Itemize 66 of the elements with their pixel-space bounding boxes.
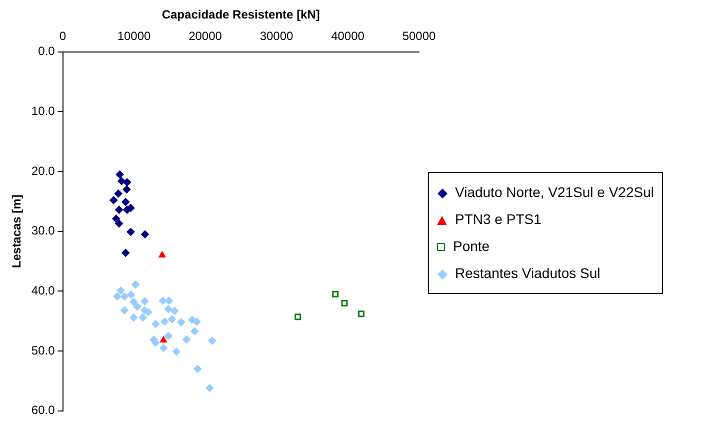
x-tick-label: 10000 bbox=[117, 28, 152, 43]
point bbox=[158, 296, 167, 305]
x-axis-title: Capacidade Resistente [kN] bbox=[162, 8, 320, 22]
y-tick-label: 20.0 bbox=[31, 164, 56, 178]
point bbox=[140, 297, 149, 306]
y-tick-label: 60.0 bbox=[31, 403, 56, 418]
point bbox=[177, 318, 186, 326]
point bbox=[164, 332, 172, 340]
point bbox=[140, 230, 149, 238]
point bbox=[341, 300, 348, 306]
point bbox=[208, 336, 216, 345]
y-axis-title: Lestacas [m] bbox=[10, 194, 24, 268]
point bbox=[126, 228, 135, 236]
y-tick-label: 30.0 bbox=[31, 224, 56, 238]
point bbox=[158, 251, 166, 258]
point bbox=[123, 178, 132, 186]
point bbox=[358, 310, 364, 318]
point bbox=[118, 177, 126, 186]
point bbox=[164, 305, 172, 314]
y-tick-label: 40.0 bbox=[31, 283, 56, 298]
point bbox=[116, 286, 125, 295]
point bbox=[122, 248, 130, 257]
point bbox=[160, 336, 168, 342]
point bbox=[172, 348, 180, 356]
point bbox=[138, 313, 147, 322]
point bbox=[152, 320, 160, 328]
point bbox=[160, 318, 169, 326]
point bbox=[332, 290, 339, 298]
x-tick-label: 50000 bbox=[402, 28, 436, 43]
point bbox=[127, 290, 136, 299]
point bbox=[120, 306, 128, 314]
point bbox=[122, 198, 130, 206]
x-tick-label: 20000 bbox=[188, 28, 222, 43]
point bbox=[190, 327, 199, 336]
point bbox=[113, 292, 122, 301]
point bbox=[116, 170, 124, 178]
point bbox=[130, 298, 138, 306]
point bbox=[206, 384, 214, 392]
point bbox=[160, 344, 168, 352]
point bbox=[115, 220, 124, 228]
y-tick-label: 50.0 bbox=[31, 343, 56, 358]
point bbox=[114, 190, 122, 198]
point bbox=[112, 214, 120, 223]
point bbox=[130, 313, 138, 322]
point bbox=[192, 318, 201, 326]
point bbox=[168, 315, 176, 324]
x-tick-label: 0 bbox=[59, 28, 66, 43]
point bbox=[131, 280, 140, 289]
point bbox=[294, 314, 302, 320]
point bbox=[170, 306, 179, 315]
point bbox=[122, 185, 131, 194]
point bbox=[194, 364, 202, 373]
point bbox=[182, 336, 191, 344]
point bbox=[120, 292, 128, 301]
x-tick-label: 30000 bbox=[260, 28, 294, 43]
legend-label: PTN3 e PTS1 bbox=[455, 211, 542, 227]
point bbox=[110, 196, 118, 204]
point bbox=[165, 296, 174, 305]
point bbox=[133, 302, 142, 311]
y-tick-label: 0.0 bbox=[38, 44, 56, 58]
y-tick-label: 10.0 bbox=[31, 104, 56, 118]
legend-label: Restantes Viadutos Sul bbox=[455, 265, 600, 281]
legend-label: Ponte bbox=[453, 238, 490, 254]
point bbox=[115, 206, 124, 214]
x-tick-label: 40000 bbox=[331, 28, 365, 43]
legend-label: Viaduto Norte, V21Sul e V22Sul bbox=[455, 184, 654, 200]
